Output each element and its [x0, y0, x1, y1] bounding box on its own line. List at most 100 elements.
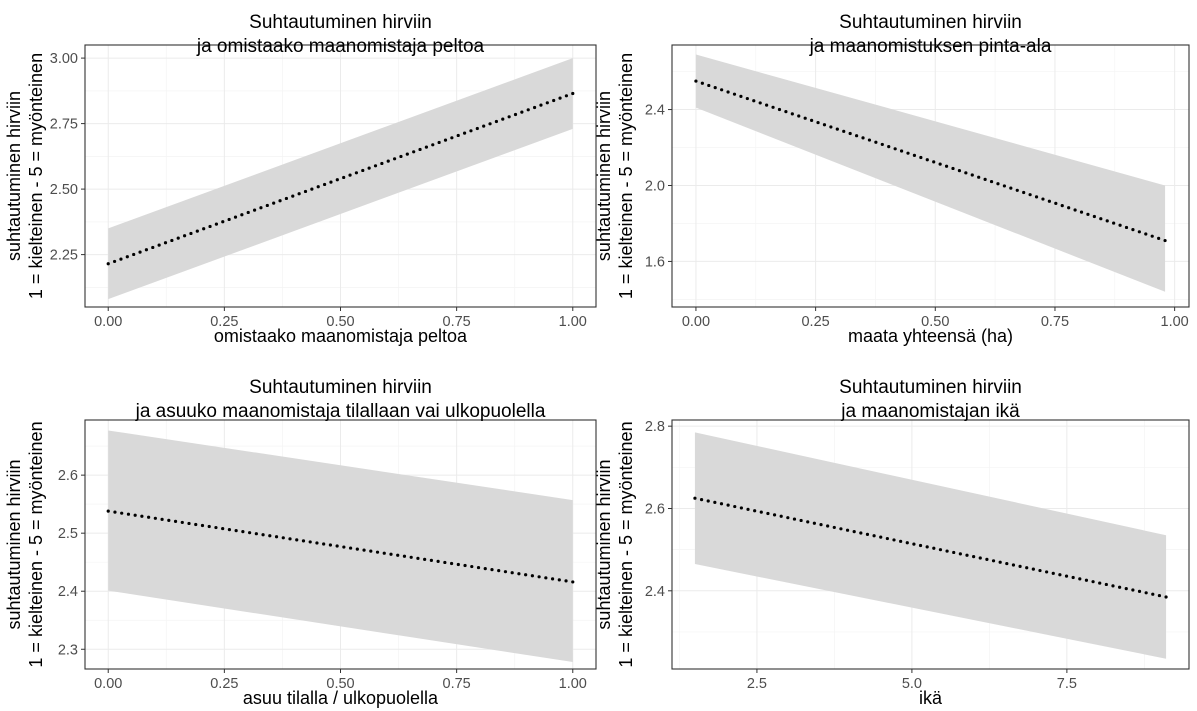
- trend-line-dot: [112, 259, 117, 264]
- trend-line-dot: [1099, 217, 1103, 221]
- trend-line-dot: [424, 145, 429, 149]
- trend-line-dot: [759, 510, 763, 514]
- trend-line-dot: [335, 178, 339, 182]
- trend-line-dot: [361, 168, 365, 173]
- trend-line-dot: [1124, 225, 1129, 230]
- y-axis-label-line-1: suhtautuminen hirviin: [594, 91, 614, 261]
- trend-line-dot: [912, 542, 916, 546]
- chart-panel-3: 0.00 0.25 0.50 0.75 1.00 2.3 2.4 2.5 2.6 Suhtautu…: [4, 377, 597, 708]
- trend-line-dot: [501, 117, 505, 121]
- trend-line-dot: [719, 502, 724, 506]
- trend-line-dot: [248, 531, 252, 535]
- trend-line-dot: [278, 199, 282, 203]
- trend-line-dot: [1111, 584, 1115, 588]
- trend-line-dot: [745, 96, 749, 101]
- trend-line-dot: [202, 227, 206, 231]
- trend-line-dot: [726, 90, 730, 94]
- trend-line-dot: [342, 545, 346, 549]
- trend-line-dot: [835, 127, 839, 131]
- trend-line-dot: [925, 158, 929, 162]
- x-tick-label: 1.00: [559, 314, 587, 330]
- chart-title-line-2: ja omistaako maanomistaja peltoa: [196, 36, 485, 57]
- y-tick-label: 2.75: [50, 117, 78, 133]
- x-tick-label: 7.5: [1057, 676, 1077, 692]
- trend-line-dot: [965, 553, 969, 557]
- trend-line-dot: [1038, 568, 1042, 573]
- trend-line-dot: [412, 150, 416, 154]
- trend-line-dot: [899, 539, 903, 543]
- trend-line-dot: [765, 103, 769, 107]
- trend-line-dot: [348, 546, 353, 550]
- trend-line-dot: [779, 514, 783, 518]
- trend-line-dot: [1157, 236, 1161, 240]
- trend-line-dot: [746, 507, 750, 511]
- y-tick-label: 1.6: [645, 254, 665, 270]
- trend-line-dot: [1041, 197, 1045, 201]
- trend-line-dot: [456, 562, 460, 567]
- trend-line-dot: [409, 555, 413, 559]
- trend-line-dot: [1058, 573, 1062, 577]
- x-tick-label: 0.75: [1041, 314, 1069, 330]
- trend-line-dot: [952, 550, 956, 555]
- trend-line-dot: [806, 520, 810, 524]
- trend-line-dot: [1079, 210, 1084, 214]
- trend-line-dot: [1091, 580, 1095, 584]
- trend-line-dot: [919, 155, 923, 160]
- trend-line-dot: [335, 544, 339, 548]
- trend-line-dot: [766, 511, 770, 516]
- trend-line-dot: [449, 561, 454, 566]
- trend-line-dot: [694, 79, 698, 83]
- trend-line-dot: [144, 248, 149, 252]
- trend-line-dot: [274, 535, 279, 539]
- trend-line-dot: [1105, 219, 1109, 223]
- x-axis-label: omistaako maanomistaja peltoa: [214, 326, 468, 346]
- trend-line-dot: [138, 250, 142, 254]
- trend-line-dot: [826, 524, 830, 528]
- trend-line-dot: [157, 243, 161, 247]
- trend-line-dot: [520, 110, 524, 114]
- trend-line-dot: [180, 520, 184, 525]
- trend-line-dot: [977, 175, 981, 179]
- trend-line-dot: [880, 142, 884, 147]
- y-axis-label-line-1: suhtautuminen hirviin: [594, 459, 614, 629]
- trend-line-dot: [1015, 188, 1019, 192]
- trend-line-dot: [699, 497, 704, 502]
- x-tick-label: 0.50: [326, 676, 354, 692]
- trend-line-dot: [362, 548, 366, 552]
- trend-line-dot: [113, 510, 117, 514]
- trend-line-dot: [1064, 574, 1069, 578]
- trend-line-dot: [227, 527, 232, 532]
- trend-line-dot: [1005, 561, 1009, 566]
- trend-line-dot: [803, 116, 807, 120]
- trend-line-dot: [1118, 585, 1122, 589]
- trend-line-dot: [303, 189, 308, 194]
- trend-line-dot: [753, 509, 757, 513]
- trend-line-dot: [416, 556, 420, 560]
- x-tick-label: 0.25: [801, 314, 829, 330]
- trend-line-dot: [259, 206, 263, 210]
- trend-line-dot: [470, 564, 474, 569]
- trend-line-dot: [887, 145, 891, 149]
- trend-line-dot: [328, 543, 333, 547]
- trend-line-dot: [308, 540, 312, 544]
- trend-line-dot: [503, 570, 508, 574]
- trend-line-dot: [295, 538, 299, 542]
- x-tick-label: 0.75: [443, 676, 471, 692]
- trend-line-dot: [233, 215, 238, 219]
- trend-line-dot: [153, 516, 157, 520]
- trend-line-dot: [524, 573, 528, 577]
- trend-line-dot: [989, 179, 994, 184]
- trend-line-dot: [557, 578, 561, 582]
- trend-line-dot: [482, 124, 486, 128]
- chart-panel-1: 0.00 0.25 0.50 0.75 1.00 2.25 2.50 2.75 3.00 Suht…: [4, 12, 597, 346]
- trend-line-dot: [544, 576, 548, 580]
- trend-line-dot: [456, 133, 460, 138]
- y-tick-label: 3.00: [50, 51, 78, 67]
- trend-line-dot: [288, 537, 292, 541]
- trend-line-dot: [208, 224, 212, 229]
- y-tick-label: 2.4: [58, 584, 78, 600]
- trend-line-dot: [261, 533, 265, 537]
- trend-line-dot: [558, 96, 562, 100]
- trend-line-dot: [510, 571, 514, 575]
- trend-line-dot: [475, 126, 479, 131]
